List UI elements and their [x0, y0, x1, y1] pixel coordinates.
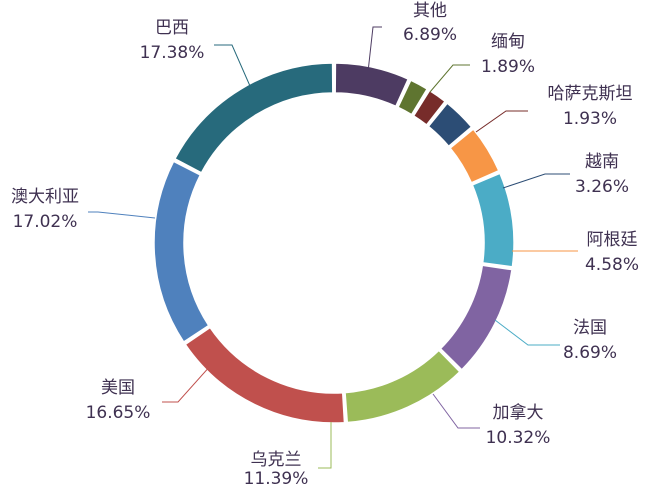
slice-value-label-10: 17.38%: [140, 43, 205, 63]
slice-label-1: 缅甸: [491, 32, 525, 52]
leader-line-6: [432, 393, 480, 429]
slice-label-10: 巴西: [155, 18, 189, 38]
slices-layer: [153, 62, 515, 424]
slice-10: [173, 62, 334, 174]
slice-value-label-9: 17.02%: [13, 212, 78, 232]
slice-value-label-1: 1.89%: [481, 57, 535, 77]
slice-value-label-0: 6.89%: [403, 25, 457, 45]
slice-3: [427, 102, 473, 148]
slice-4: [449, 128, 500, 184]
slice-label-8: 美国: [101, 378, 135, 398]
slice-value-label-5: 8.69%: [563, 343, 617, 363]
slice-0: [334, 62, 410, 108]
leader-lines-layer: [88, 26, 578, 469]
slice-label-7: 乌克兰: [251, 450, 302, 470]
slice-7: [344, 349, 461, 424]
slice-label-5: 法国: [573, 318, 607, 338]
slice-6: [439, 264, 513, 371]
leader-line-2: [475, 110, 528, 133]
slice-label-0: 其他: [413, 1, 447, 21]
slice-value-label-3: 3.26%: [575, 177, 629, 197]
slice-value-label-2: 1.93%: [563, 109, 617, 129]
leader-line-1: [429, 64, 470, 93]
slice-value-label-7: 11.39%: [244, 469, 309, 489]
slice-9: [153, 160, 210, 344]
leader-line-9: [88, 211, 156, 219]
slice-value-label-4: 4.58%: [585, 255, 639, 275]
slice-label-9: 澳大利亚: [11, 187, 79, 207]
leader-line-8: [162, 354, 221, 403]
slice-label-3: 越南: [585, 152, 619, 172]
leader-line-0: [367, 26, 382, 73]
slice-2: [412, 89, 447, 127]
slice-8: [184, 326, 346, 424]
slice-label-6: 加拿大: [493, 402, 544, 423]
slice-5: [471, 172, 515, 268]
labels-layer: 其他 6.89% 缅甸 1.89% 哈萨克斯坦 1.93% 越南 3.26% 阿根廷 4.58% 法…: [11, 1, 639, 489]
leader-line-3: [502, 173, 570, 189]
slice-value-label-6: 10.32%: [486, 428, 551, 448]
slice-1: [396, 79, 429, 116]
leader-line-7: [318, 422, 332, 469]
slice-label-2: 哈萨克斯坦: [548, 84, 633, 104]
slice-label-4: 阿根廷: [587, 230, 638, 250]
slice-value-label-8: 16.65%: [86, 403, 151, 423]
leader-line-5: [494, 319, 560, 346]
leader-line-10: [214, 44, 251, 87]
